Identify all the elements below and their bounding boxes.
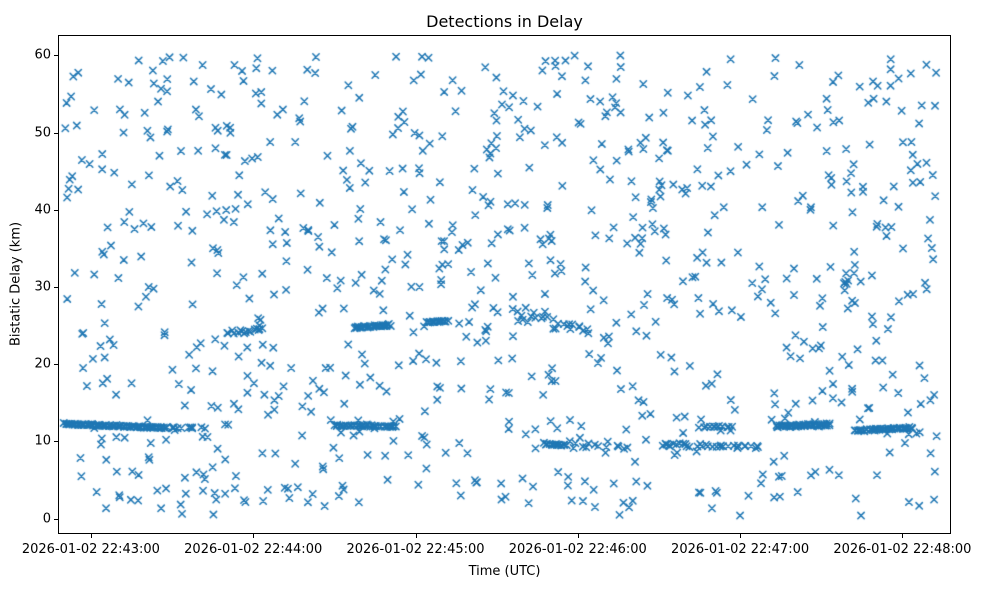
y-tick-label: 40 <box>34 202 51 218</box>
y-tick-mark <box>54 364 58 366</box>
y-tick-label: 30 <box>34 279 51 295</box>
x-tick-label: 2026-01-02 22:47:00 <box>671 542 810 557</box>
y-tick-label: 10 <box>34 433 51 449</box>
y-tick-label: 0 <box>42 511 51 527</box>
x-axis-label: Time (UTC) <box>468 564 541 579</box>
x-tick-label: 2026-01-02 22:46:00 <box>508 542 647 557</box>
x-tick-mark <box>740 534 742 538</box>
x-tick-label: 2026-01-02 22:43:00 <box>21 542 160 557</box>
x-tick-label: 2026-01-02 22:48:00 <box>833 542 972 557</box>
x-tick-label: 2026-01-02 22:44:00 <box>184 542 323 557</box>
y-tick-mark <box>54 132 58 134</box>
scatter-points-canvas <box>59 36 950 533</box>
y-tick-mark <box>54 441 58 443</box>
x-tick-mark <box>902 534 904 538</box>
y-tick-label: 60 <box>34 47 51 63</box>
y-axis-label: Bistatic Delay (km) <box>8 221 24 347</box>
y-tick-label: 50 <box>34 125 51 141</box>
y-tick-mark <box>54 209 58 211</box>
chart-title: Detections in Delay <box>426 12 583 31</box>
x-tick-mark <box>577 534 579 538</box>
plot-area <box>58 35 951 534</box>
y-tick-mark <box>54 287 58 288</box>
x-tick-mark <box>90 534 92 538</box>
y-tick-mark <box>54 55 58 57</box>
x-tick-mark <box>253 534 255 538</box>
y-tick-label: 20 <box>34 356 51 372</box>
x-tick-mark <box>415 534 417 538</box>
y-tick-mark <box>54 518 58 520</box>
x-tick-label: 2026-01-02 22:45:00 <box>346 542 485 557</box>
